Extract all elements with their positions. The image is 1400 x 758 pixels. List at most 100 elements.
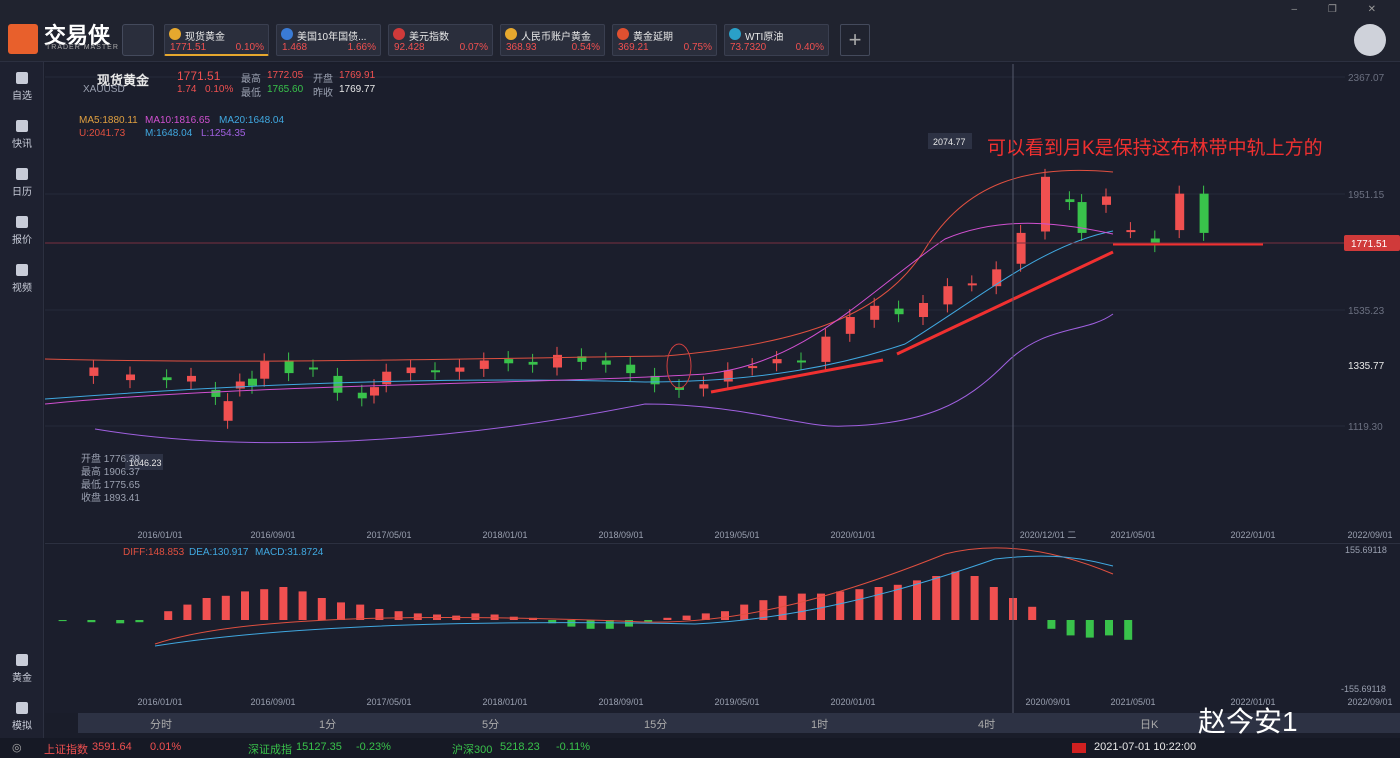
- main-chart-panel[interactable]: 2367.07 1951.15 1535.23 1119.30 2016/01/01 20…: [44, 64, 1400, 542]
- layout-grid-button[interactable]: [122, 24, 154, 56]
- macd-bar: [855, 589, 864, 620]
- sh-index-value: 3591.64: [92, 741, 132, 753]
- macd-bar: [548, 620, 557, 624]
- x-tick-label-sub: 2019/05/01: [714, 697, 759, 707]
- x-tick-label: 2017/05/01: [366, 530, 411, 540]
- macd-bar: [375, 609, 384, 620]
- macd-bottom-value: -155.69118: [1341, 684, 1386, 694]
- tab-price: 73.7320: [730, 42, 767, 53]
- tab-name: 美国10年国债...: [297, 32, 367, 43]
- window-controls[interactable]: – ❐ ✕: [1291, 4, 1390, 15]
- macd-bar: [759, 600, 768, 620]
- sidebar-item-video[interactable]: 视频: [0, 260, 44, 300]
- candle-body: [1126, 230, 1136, 233]
- macd-bar: [989, 587, 998, 620]
- macd-bar: [116, 620, 125, 624]
- tab-name: 黄金延期: [633, 32, 673, 43]
- sidebar-item-watchlist[interactable]: 自选: [0, 68, 44, 108]
- tab-3[interactable]: 人民币账户黄金 368.93 0.54%: [500, 24, 605, 56]
- candle-body: [504, 359, 514, 364]
- status-bar: ◎ 上证指数 3591.64 0.01% 深证成指 15127.35 -0.23…: [0, 738, 1400, 758]
- period-tab-timeshare[interactable]: 分时: [150, 719, 172, 731]
- tab-price: 1.468: [282, 42, 308, 53]
- candle-body: [382, 371, 392, 385]
- sz-index-name[interactable]: 深证成指: [248, 744, 292, 756]
- alert-price-label: 1335.77: [1348, 361, 1385, 372]
- sidebar: 自选 快讯 日历 报价 视频 黄金 模拟: [0, 62, 44, 738]
- x-tick-label-sub: 2017/05/01: [366, 697, 411, 707]
- macd-bar: [817, 593, 825, 620]
- watermark-text: 赵今安1: [1198, 706, 1298, 737]
- avatar[interactable]: [1354, 24, 1386, 56]
- sz-index-pct: -0.23%: [356, 741, 391, 753]
- x-tick-label-sub: 2020/01/01: [830, 697, 875, 707]
- x-tick-label: 2018/01/01: [482, 530, 527, 540]
- macd-bar: [1105, 620, 1113, 636]
- headset-icon[interactable]: ◎: [12, 742, 22, 754]
- diff-line: [154, 547, 1114, 645]
- sidebar-item-calendar[interactable]: 日历: [0, 164, 44, 204]
- period-tab-4h[interactable]: 4时: [978, 719, 996, 731]
- sidebar-item-news[interactable]: 快讯: [0, 116, 44, 156]
- tab-0[interactable]: 现货黄金 1771.51 0.10%: [164, 24, 269, 56]
- y-tick-label: 1119.30: [1348, 422, 1383, 433]
- low-tag: [125, 454, 163, 470]
- macd-bar: [356, 604, 365, 620]
- y-tick-label: 1535.23: [1348, 306, 1385, 317]
- wallet-icon: [16, 702, 28, 714]
- add-tab-button[interactable]: +: [840, 24, 870, 56]
- trend-icon: [16, 216, 28, 228]
- boll-upper-line: [44, 169, 1114, 362]
- sh-index-name[interactable]: 上证指数: [44, 744, 88, 756]
- sidebar-item-demo[interactable]: 模拟: [0, 698, 44, 738]
- macd-bar: [337, 602, 345, 620]
- macd-panel[interactable]: 2016/01/01 2016/09/01 2017/05/01 2018/01/01…: [45, 543, 1400, 714]
- tab-2[interactable]: 美元指数 92.428 0.07%: [388, 24, 493, 56]
- candle-body: [528, 361, 538, 365]
- candle-body: [1077, 202, 1087, 233]
- candle-body: [650, 375, 660, 385]
- period-tab-5m[interactable]: 5分: [482, 719, 500, 731]
- sidebar-item-gold[interactable]: 黄金: [0, 650, 44, 690]
- candle-body: [1041, 176, 1050, 232]
- macd-bar: [58, 620, 67, 622]
- gold-icon: [169, 28, 181, 40]
- low-label: 最低: [241, 88, 261, 99]
- macd-chart[interactable]: 2016/01/01 2016/09/01 2017/05/01 2018/01/01…: [45, 544, 1400, 714]
- macd-bar: [1066, 620, 1075, 636]
- period-bar: 分时 1分 5分 15分 1时 4时 日K: [78, 713, 1400, 733]
- tab-name: 人民币账户黄金: [521, 32, 591, 43]
- candle-body: [967, 283, 977, 286]
- tab-1[interactable]: 美国10年国债... 1.468 1.66%: [276, 24, 381, 56]
- top-bar: 交易侠 TRADER MASTER 现货黄金 1771.51 0.10% 美国10年国…: [0, 0, 1400, 62]
- macd-bar: [951, 571, 960, 620]
- x-tick-label: 2018/09/01: [598, 530, 643, 540]
- tab-5[interactable]: WTI原油 73.7320 0.40%: [724, 24, 829, 56]
- hs300-name[interactable]: 沪深300: [452, 744, 493, 756]
- x-tick-label: 2020/01/01: [830, 530, 875, 540]
- macd-label: MACD:31.8724: [255, 547, 324, 558]
- period-tab-15m[interactable]: 15分: [644, 719, 668, 731]
- x-tick-label-sub: 2021/05/01: [1110, 697, 1155, 707]
- tab-price: 369.21: [618, 42, 649, 53]
- macd-bar: [913, 580, 921, 620]
- candlestick-chart[interactable]: 2367.07 1951.15 1535.23 1119.30 2016/01/01 20…: [44, 64, 1400, 542]
- candle-body: [211, 389, 221, 397]
- open-value: 1769.91: [339, 70, 376, 81]
- candle-body: [1102, 196, 1111, 205]
- ma10-label: MA10:1816.65: [145, 115, 211, 126]
- ma5-label: MA5:1880.11: [79, 115, 138, 126]
- period-tab-1m[interactable]: 1分: [319, 719, 337, 731]
- candle-body: [748, 366, 758, 369]
- symbol-name[interactable]: 现货黄金: [97, 73, 150, 88]
- candle-body: [126, 374, 135, 381]
- x-tick-label-sub: 2016/01/01: [137, 697, 182, 707]
- tab-4[interactable]: 黄金延期 369.21 0.75%: [612, 24, 717, 56]
- low-value: 1765.60: [267, 84, 304, 95]
- sidebar-item-quotes[interactable]: 报价: [0, 212, 44, 252]
- candle-body: [699, 384, 709, 389]
- candle-body: [919, 302, 928, 318]
- candle-body: [723, 370, 733, 382]
- period-tab-daily[interactable]: 日K: [1140, 719, 1159, 731]
- period-tab-1h[interactable]: 1时: [811, 719, 829, 731]
